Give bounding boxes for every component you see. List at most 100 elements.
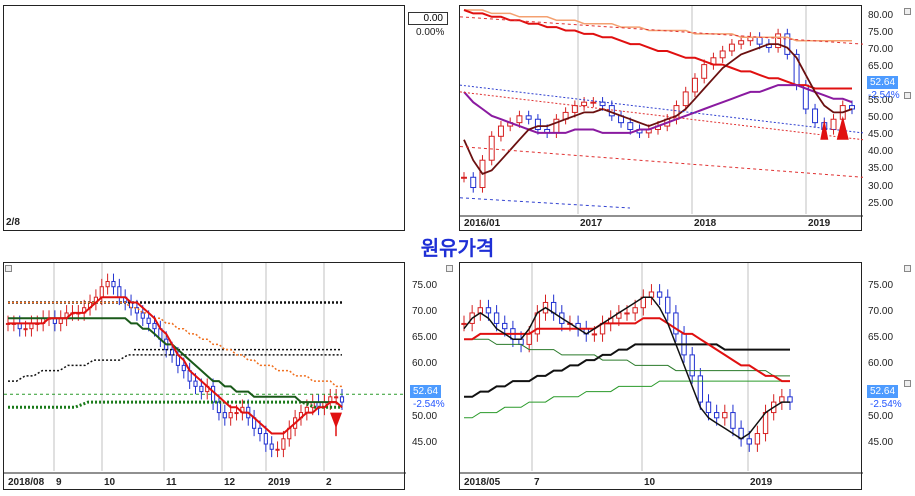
candle-body bbox=[608, 105, 615, 117]
ma-mid-line bbox=[463, 84, 853, 134]
candle-body bbox=[722, 412, 728, 419]
candle-body bbox=[181, 364, 186, 372]
y-tick-label: 70.00 bbox=[868, 305, 894, 317]
x-tick-label: 2018 bbox=[694, 218, 717, 229]
weekly-chart-panel: 2016/01 2017 2018 2019 bbox=[459, 5, 863, 231]
daily-left-change: -2.54% bbox=[413, 399, 445, 410]
candle-body bbox=[228, 412, 233, 419]
candle-body bbox=[461, 176, 467, 179]
candle-body bbox=[719, 50, 726, 59]
arrow-icon bbox=[820, 119, 829, 140]
ma-orange-line bbox=[8, 301, 342, 388]
y-tick-label: 65.00 bbox=[868, 61, 894, 73]
x-tick-label: 2 bbox=[326, 477, 332, 488]
ma-very-long-line bbox=[464, 9, 852, 42]
y-tick-label: 55.00 bbox=[868, 95, 894, 107]
candle-body bbox=[571, 105, 578, 113]
y-tick-label: 30.00 bbox=[868, 180, 894, 192]
arrow-icon bbox=[836, 115, 849, 140]
scroll-icon[interactable] bbox=[904, 92, 911, 99]
weekly-chart: 2016/01 2017 2018 2019 bbox=[460, 6, 863, 229]
candle-body bbox=[193, 380, 198, 387]
scroll-icon[interactable] bbox=[904, 8, 911, 15]
candle-body bbox=[339, 396, 345, 403]
candle-body bbox=[581, 101, 588, 107]
x-tick-label: 7 bbox=[534, 477, 540, 488]
daily-right-last-value: 52.64 bbox=[867, 385, 899, 398]
channel-line bbox=[460, 197, 631, 209]
dotted-green-line bbox=[8, 400, 342, 409]
candle-body bbox=[812, 108, 819, 124]
y-tick-label: 80.00 bbox=[868, 9, 894, 21]
daily-chart-right: 2018/05 7 10 2019 bbox=[460, 263, 863, 488]
y-tick-label: 40.00 bbox=[868, 146, 894, 158]
daily-chart-panel-right: 2018/05 7 10 2019 bbox=[459, 262, 863, 490]
candle-body bbox=[632, 307, 638, 314]
candle-body bbox=[488, 135, 495, 161]
daily-right-change: -2.54% bbox=[870, 399, 902, 410]
candle-body bbox=[534, 118, 541, 130]
candle-body bbox=[713, 412, 720, 419]
y-tick-label: 65.00 bbox=[868, 332, 894, 344]
candle-body bbox=[665, 296, 671, 314]
candle-body bbox=[461, 322, 467, 325]
ma-long-black-line bbox=[464, 343, 790, 398]
candle-body bbox=[334, 396, 339, 399]
value-box: 0.00 bbox=[408, 12, 448, 25]
scroll-icon[interactable] bbox=[5, 265, 12, 272]
candle-body bbox=[485, 307, 492, 314]
candle-body bbox=[673, 312, 679, 335]
candle-body bbox=[754, 433, 761, 445]
candle-body bbox=[234, 412, 239, 415]
y-tick-label: 45.00 bbox=[868, 129, 894, 141]
y-tick-label: 70.00 bbox=[868, 43, 894, 55]
scroll-icon[interactable] bbox=[904, 265, 911, 272]
panel-date-label: 2/8 bbox=[6, 217, 20, 228]
candle-body bbox=[516, 115, 523, 124]
candle-body bbox=[140, 312, 145, 319]
y-tick-label: 75.00 bbox=[412, 279, 438, 291]
candle-body bbox=[493, 312, 500, 324]
daily-left-last-value: 52.64 bbox=[410, 385, 442, 398]
x-tick-label: 2019 bbox=[268, 477, 291, 488]
y-tick-label: 50.00 bbox=[412, 410, 438, 422]
y-tick-label: 70.00 bbox=[412, 305, 438, 317]
candle-body bbox=[105, 280, 110, 288]
dotted-black-low-line bbox=[8, 354, 342, 382]
candle-body bbox=[263, 433, 268, 445]
x-tick-label: 11 bbox=[166, 477, 177, 488]
candle-body bbox=[470, 176, 477, 189]
candle-body bbox=[169, 349, 175, 356]
ma-long-line bbox=[463, 9, 852, 90]
candle-body bbox=[656, 291, 663, 298]
candle-body bbox=[689, 354, 695, 377]
candle-body bbox=[775, 33, 782, 49]
x-tick-label: 2017 bbox=[580, 218, 603, 229]
candle-body bbox=[784, 33, 791, 55]
candle-body bbox=[728, 43, 735, 52]
scroll-icon[interactable] bbox=[446, 265, 453, 272]
candle-body bbox=[117, 286, 122, 298]
x-tick-label: 9 bbox=[56, 477, 62, 488]
candle-body bbox=[23, 328, 28, 331]
candle-body bbox=[199, 385, 204, 393]
channel-line bbox=[460, 16, 863, 45]
ma-short-line bbox=[463, 43, 853, 175]
candle-body bbox=[682, 91, 689, 107]
candle-body bbox=[648, 291, 655, 298]
pct-box: 0.00% bbox=[416, 27, 445, 38]
y-tick-label: 50.00 bbox=[868, 410, 894, 422]
empty-panel: 2/8 bbox=[3, 5, 405, 231]
candle-body bbox=[281, 438, 286, 450]
candle-body bbox=[730, 412, 736, 429]
candle-body bbox=[111, 280, 116, 288]
x-tick-label: 10 bbox=[104, 477, 116, 488]
candle-body bbox=[275, 448, 280, 451]
scroll-icon[interactable] bbox=[904, 380, 911, 387]
ma-green-asc-line bbox=[464, 380, 790, 419]
candle-body bbox=[627, 122, 634, 130]
candle-body bbox=[738, 40, 745, 45]
candle-body bbox=[705, 401, 712, 414]
candle-body bbox=[830, 118, 837, 130]
weekly-last-value: 52.64 bbox=[867, 76, 899, 89]
